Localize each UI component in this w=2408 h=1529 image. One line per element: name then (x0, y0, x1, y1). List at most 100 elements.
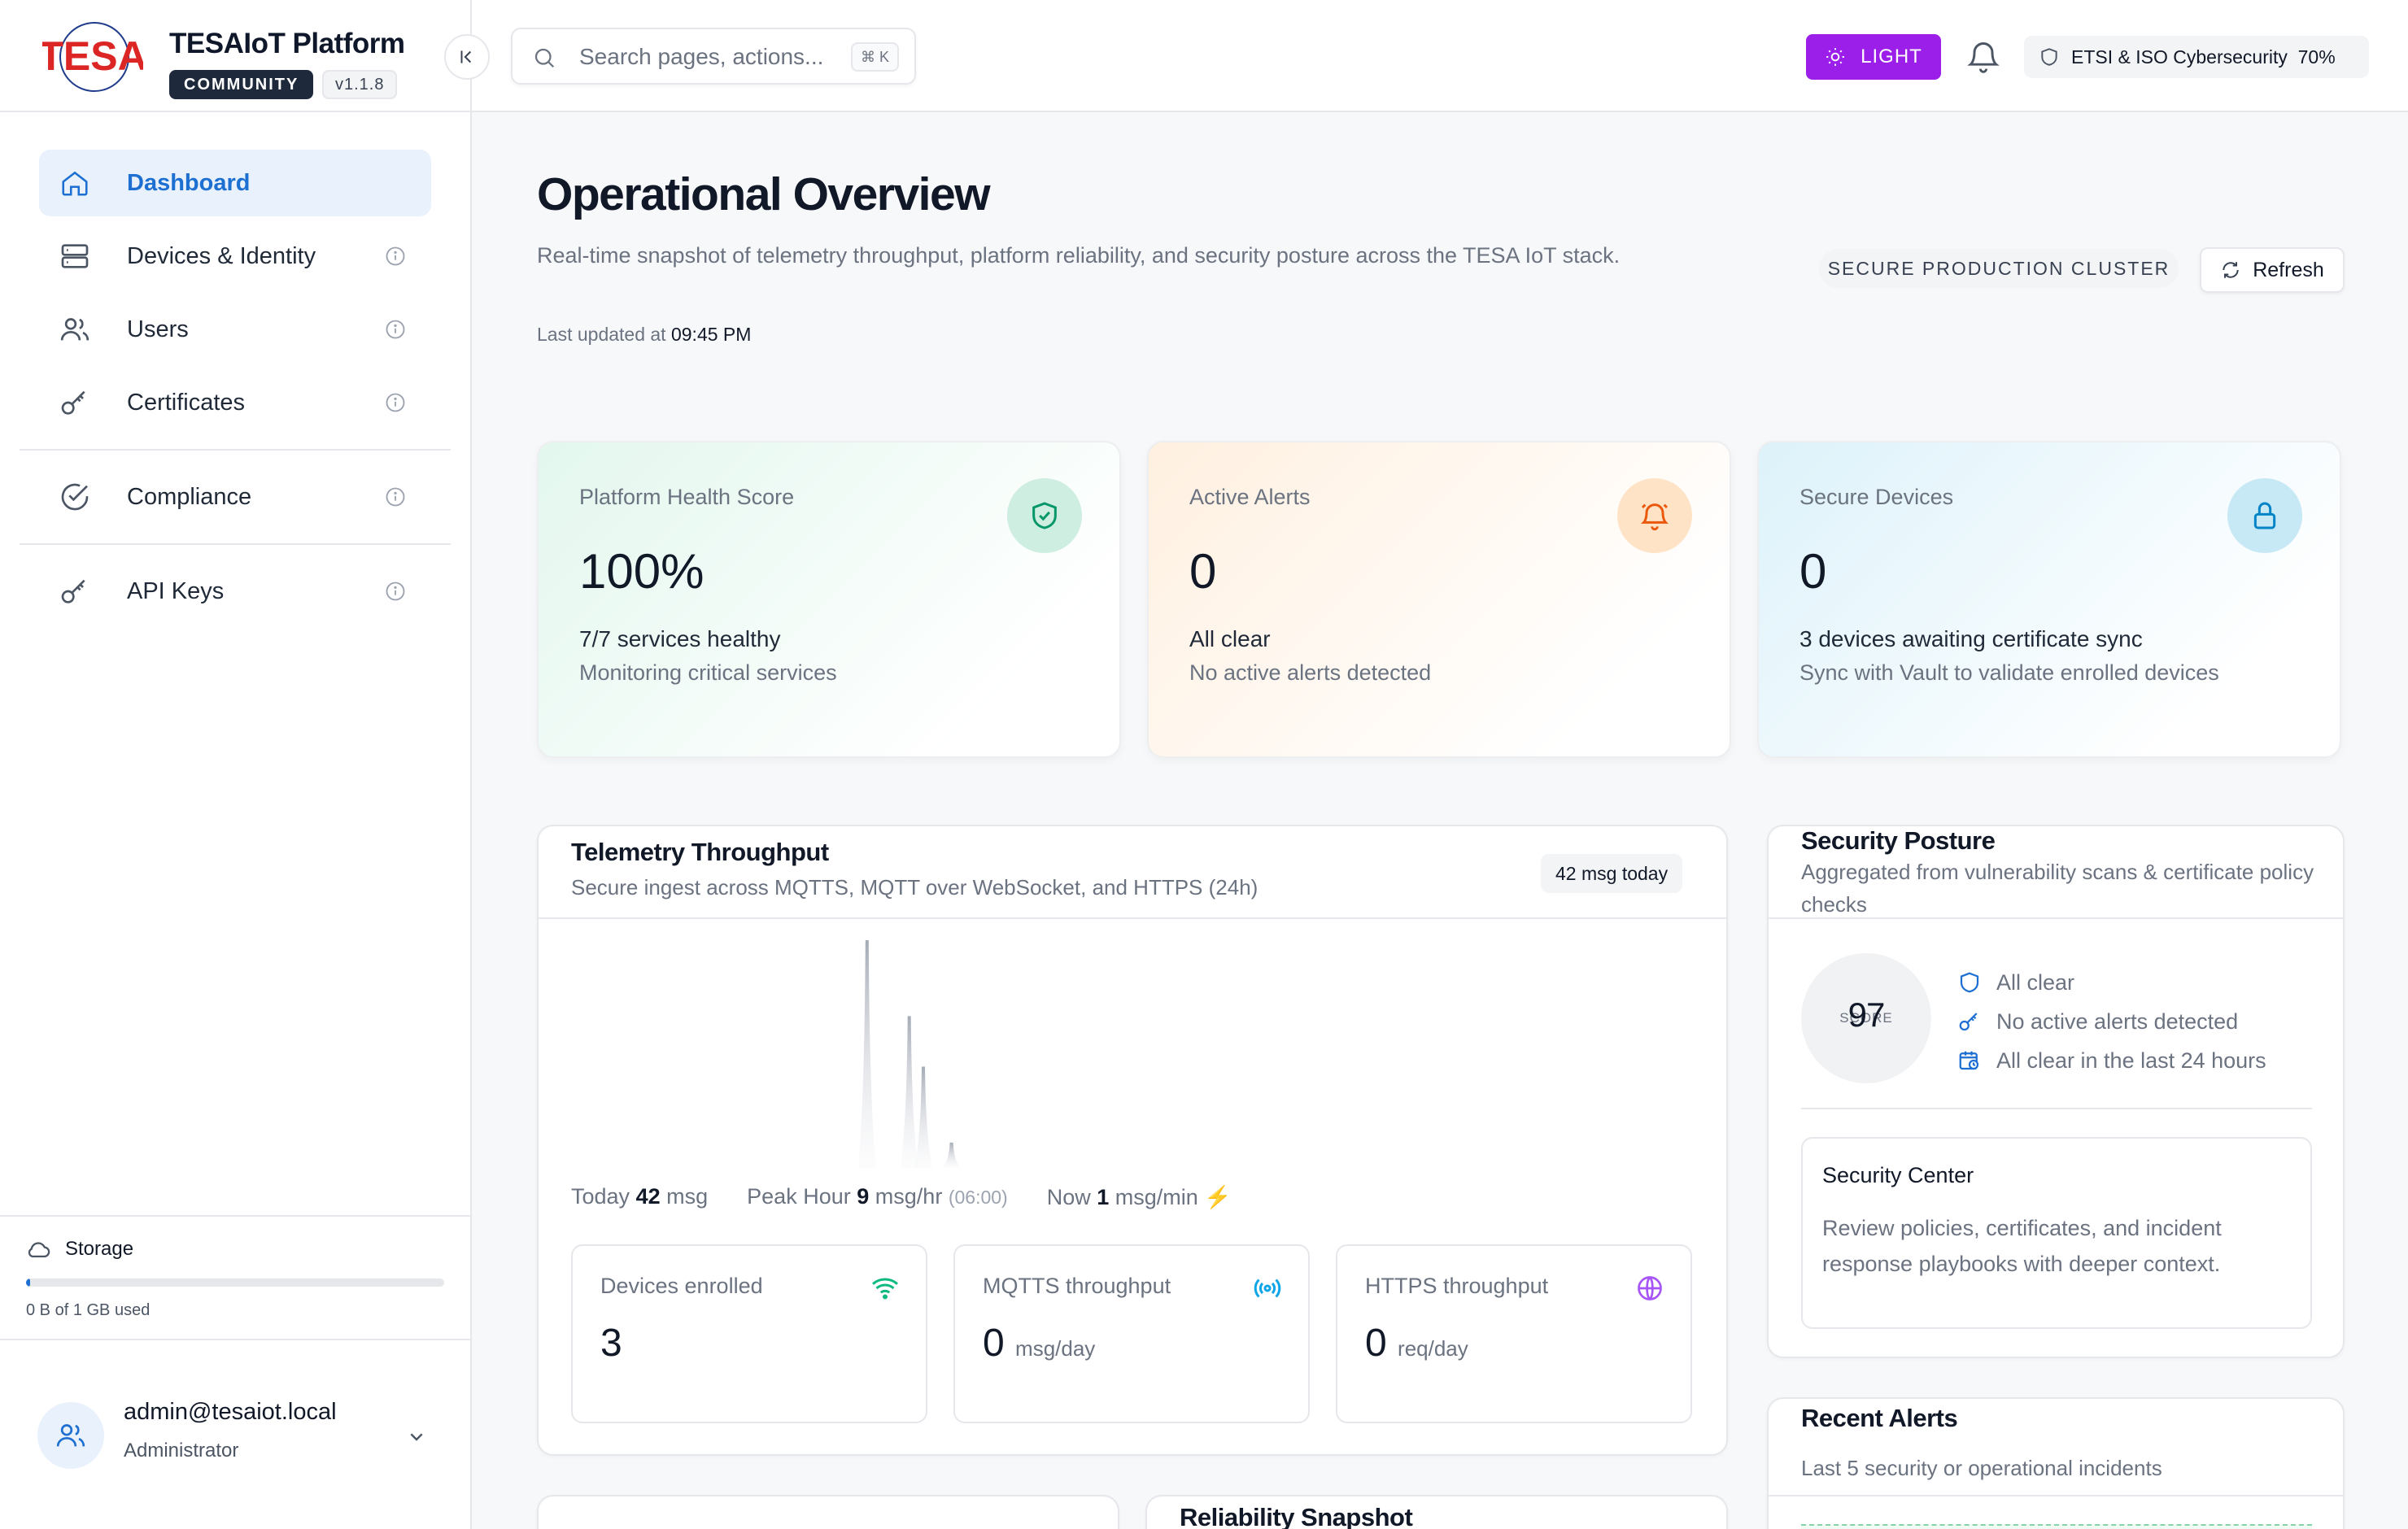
stat-value: 100% (579, 544, 705, 599)
sidebar-item-label: Certificates (127, 389, 246, 416)
sun-icon (1826, 48, 1844, 66)
cloud-icon (28, 1242, 50, 1258)
bottom-card (537, 1495, 1119, 1529)
metric-label: Devices enrolled (600, 1274, 763, 1298)
nav-divider (20, 543, 451, 545)
brand-name: TESAIoT Platform (169, 28, 405, 59)
chart-area-spike (900, 1016, 918, 1168)
bell-ring-icon (1617, 478, 1692, 553)
telemetry-panel: Telemetry Throughput Secure ingest acros… (537, 825, 1728, 1456)
bell-icon[interactable] (1965, 39, 2001, 75)
sidebar-item-certificates[interactable]: Certificates (39, 369, 431, 436)
sidebar-item-users[interactable]: Users (39, 296, 431, 363)
version-badge: v1.1.8 (322, 70, 398, 99)
key-icon (57, 385, 93, 420)
home-icon (57, 165, 93, 201)
avatar (37, 1402, 104, 1469)
stat-summary: All clear (1189, 626, 1271, 651)
calendar-clock-icon (1959, 1051, 1979, 1070)
sidebar-item-label: API Keys (127, 577, 225, 604)
now-stat: Now 1 msg/min ⚡ (1046, 1185, 1232, 1209)
user-menu[interactable]: admin@tesaiot.local Administrator (0, 1342, 472, 1529)
collapse-sidebar-button[interactable] (444, 34, 490, 80)
messages-today-badge: 42 msg today (1541, 854, 1683, 893)
shield-check-icon (1007, 478, 1082, 553)
refresh-label: Refresh (2253, 258, 2324, 281)
panel-title: Reliability Snapshot (1180, 1503, 1413, 1529)
sidebar-item-dashboard[interactable]: Dashboard (39, 150, 431, 216)
panel-title: Recent Alerts (1801, 1404, 1958, 1432)
key-icon (57, 573, 93, 609)
alerts-empty-state (1801, 1524, 2312, 1529)
chart-area-spike (857, 940, 876, 1168)
key-icon (1959, 1013, 1978, 1031)
security-score: SCORE 97 (1801, 953, 1931, 1083)
sidebar-item-label: Users (127, 316, 189, 342)
collapse-icon (460, 50, 472, 63)
chart-area-spike (914, 1066, 932, 1168)
stat-card-alerts: Active Alerts 0 All clear No active aler… (1147, 441, 1731, 758)
compliance-badge[interactable]: ETSI & ISO Cybersecurity 70% (2024, 36, 2369, 78)
topbar: ⌘ K LIGHT ETSI & ISO Cybersecurity 70% (472, 0, 2408, 112)
chevron-down-icon[interactable] (404, 1423, 430, 1449)
score-value: 97 (1847, 995, 1886, 1034)
theme-toggle-button[interactable]: LIGHT (1806, 34, 1941, 80)
storage-progress (26, 1279, 444, 1287)
metric-value: 0 msg/day (983, 1322, 1096, 1365)
storage-used: 0 B of 1 GB used (26, 1301, 150, 1319)
chart-area-spike (942, 1142, 961, 1168)
wifi-icon (872, 1278, 898, 1300)
stat-value: 0 (1189, 544, 1217, 599)
stat-label: Active Alerts (1189, 485, 1311, 509)
metric-value: 0 req/day (1365, 1322, 1468, 1365)
sidebar-item-devices[interactable]: Devices & Identity (39, 223, 431, 290)
storage-widget: Storage 0 B of 1 GB used (0, 1215, 472, 1340)
recent-alerts-panel: Recent Alerts Last 5 security or operati… (1767, 1397, 2345, 1529)
peak-stat: Peak Hour 9 msg/hr (06:00) (747, 1184, 1008, 1209)
sidebar-item-compliance[interactable]: Compliance (39, 464, 431, 530)
edition-badge: COMMUNITY (169, 70, 314, 99)
metric-value: 3 (600, 1322, 622, 1365)
metric-card-https: HTTPS throughput 0 req/day (1336, 1244, 1692, 1423)
security-center-card[interactable]: Security Center Review policies, certifi… (1801, 1137, 2312, 1329)
stat-card-devices: Secure Devices 0 3 devices awaiting cert… (1757, 441, 2341, 758)
divider (1769, 1495, 2343, 1496)
last-updated: Last updated at 09:45 PM (537, 324, 751, 346)
refresh-button[interactable]: Refresh (2200, 247, 2345, 293)
storage-progress-fill (26, 1279, 31, 1287)
metric-label: HTTPS throughput (1365, 1274, 1549, 1298)
info-icon[interactable] (384, 245, 407, 268)
info-icon[interactable] (384, 391, 407, 414)
score-label: SCORE (1839, 1010, 1893, 1026)
panel-subtitle: Aggregated from vulnerability scans & ce… (1801, 860, 2314, 917)
security-check-item: No active alerts detected (1957, 1002, 2266, 1041)
info-icon[interactable] (384, 580, 407, 603)
stat-label: Secure Devices (1799, 485, 1954, 509)
info-icon[interactable] (384, 318, 407, 341)
sidebar-item-api-keys[interactable]: API Keys (39, 558, 431, 625)
security-center-title: Security Center (1822, 1163, 1974, 1187)
sidebar: TESA TESAIoT Platform COMMUNITY v1.1.8 D… (0, 0, 472, 1529)
compliance-value: 70% (2297, 46, 2336, 68)
panel-subtitle: Secure ingest across MQTTS, MQTT over We… (571, 875, 1259, 900)
page-title: Operational Overview (537, 168, 991, 220)
tesa-logo: TESA (42, 22, 143, 92)
info-icon[interactable] (384, 486, 407, 508)
globe-icon (1638, 1276, 1662, 1300)
search-box[interactable]: ⌘ K (511, 28, 916, 85)
search-input[interactable] (579, 39, 840, 75)
stat-summary: 7/7 services healthy (579, 626, 781, 651)
stat-value: 0 (1799, 544, 1827, 599)
sidebar-item-label: Devices & Identity (127, 242, 316, 269)
security-check-item: All clear in the last 24 hours (1957, 1041, 2266, 1080)
security-posture-panel: Security Posture Aggregated from vulnera… (1767, 825, 2345, 1358)
user-email: admin@tesaiot.local (124, 1399, 337, 1425)
divider (1801, 1108, 2312, 1109)
sidebar-item-label: Compliance (127, 483, 252, 510)
shield-icon (1960, 972, 1979, 993)
metric-card-mqtts: MQTTS throughput 0 msg/day (953, 1244, 1310, 1423)
lock-icon (2227, 478, 2302, 553)
broadcast-icon (1254, 1279, 1281, 1298)
sidebar-item-label: Dashboard (127, 169, 251, 196)
panel-subtitle: Last 5 security or operational incidents (1801, 1456, 2162, 1480)
